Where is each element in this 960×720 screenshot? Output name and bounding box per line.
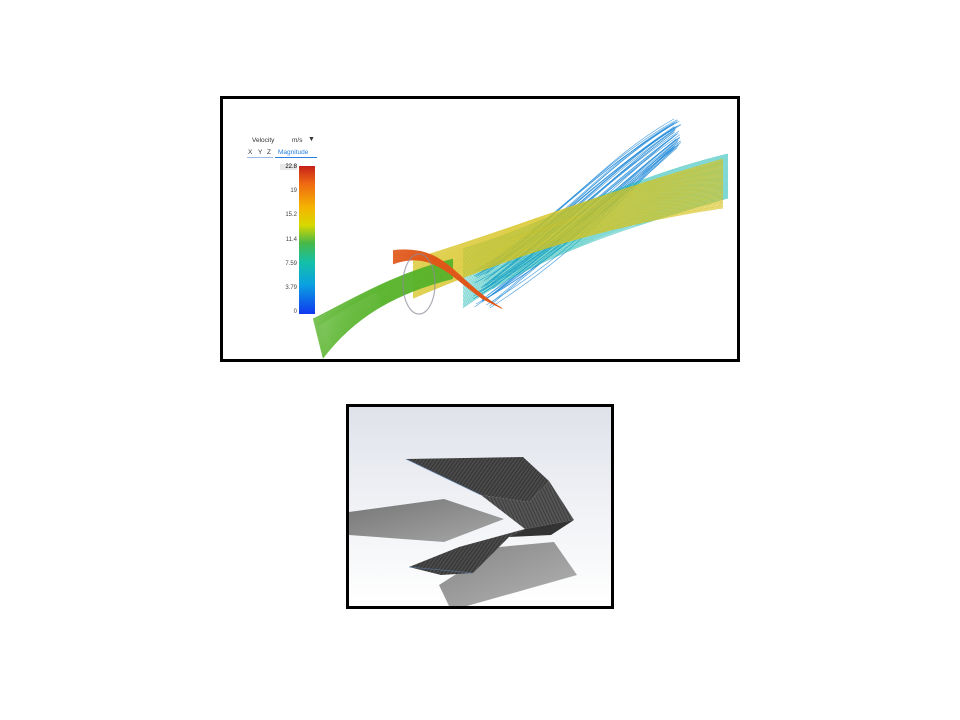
legend-tick-min: 0 xyxy=(293,309,297,315)
legend-tick: 7.59 xyxy=(285,261,297,267)
cylinder-body xyxy=(402,253,436,315)
inflow-streamlines xyxy=(312,258,454,359)
part-edge xyxy=(509,520,574,537)
legend-tick: 11.4 xyxy=(285,237,297,243)
part-upper-wing xyxy=(406,457,549,502)
unit-dropdown-icon[interactable]: ▼ xyxy=(308,136,315,143)
legend-tick: 15.2 xyxy=(285,212,297,218)
streamline xyxy=(412,168,724,268)
axis-y-tab[interactable]: Y xyxy=(258,149,263,156)
axis-x-tab[interactable]: X xyxy=(248,149,253,156)
streamline xyxy=(412,170,724,269)
streamline xyxy=(412,160,724,261)
legend-tick-max[interactable]: 22.8 xyxy=(280,164,297,170)
streamline xyxy=(412,163,724,263)
color-scale-bar xyxy=(299,166,315,314)
streamline xyxy=(322,278,454,359)
part-fold xyxy=(481,481,574,529)
streamline xyxy=(412,158,724,260)
streamline xyxy=(412,166,724,266)
streamline xyxy=(412,204,724,296)
legend-tick: 3.79 xyxy=(285,285,297,291)
part-render xyxy=(349,457,577,606)
streamline xyxy=(412,165,724,265)
magnitude-tab-underline xyxy=(275,157,317,158)
streamline xyxy=(412,207,724,299)
part-3d-view[interactable] xyxy=(346,404,614,609)
axis-tab-underline xyxy=(247,157,273,158)
streamline xyxy=(412,205,724,297)
streamline xyxy=(412,167,724,267)
legend-tick: 19 xyxy=(290,188,297,194)
streamline xyxy=(412,162,724,263)
legend-title: Velocity xyxy=(252,137,275,144)
part-shadow-left xyxy=(349,499,504,542)
high-velocity-streamlines xyxy=(392,249,503,310)
part-lower-wing xyxy=(409,529,525,575)
streamline xyxy=(412,165,724,266)
streamline xyxy=(392,249,503,310)
streamline xyxy=(412,161,724,262)
legend-unit[interactable]: m/s xyxy=(292,137,303,144)
axis-z-tab[interactable]: Z xyxy=(267,149,271,156)
part-shadow-bottom xyxy=(439,542,577,606)
streamline xyxy=(412,172,724,271)
streamline xyxy=(412,171,724,270)
streamline xyxy=(412,169,724,269)
velocity-legend: Velocity m/s ▼ X Y Z Magnitude 22.8 19 1… xyxy=(245,135,345,325)
streamline xyxy=(412,206,724,298)
flow-simulation-view[interactable]: Velocity m/s ▼ X Y Z Magnitude 22.8 19 1… xyxy=(220,96,740,362)
streamline xyxy=(412,202,724,295)
flow-trajectories xyxy=(312,118,729,359)
streamline xyxy=(412,203,724,295)
magnitude-tab[interactable]: Magnitude xyxy=(278,149,309,156)
streamline xyxy=(412,159,724,261)
streamline xyxy=(412,205,724,298)
streamline xyxy=(412,164,724,264)
